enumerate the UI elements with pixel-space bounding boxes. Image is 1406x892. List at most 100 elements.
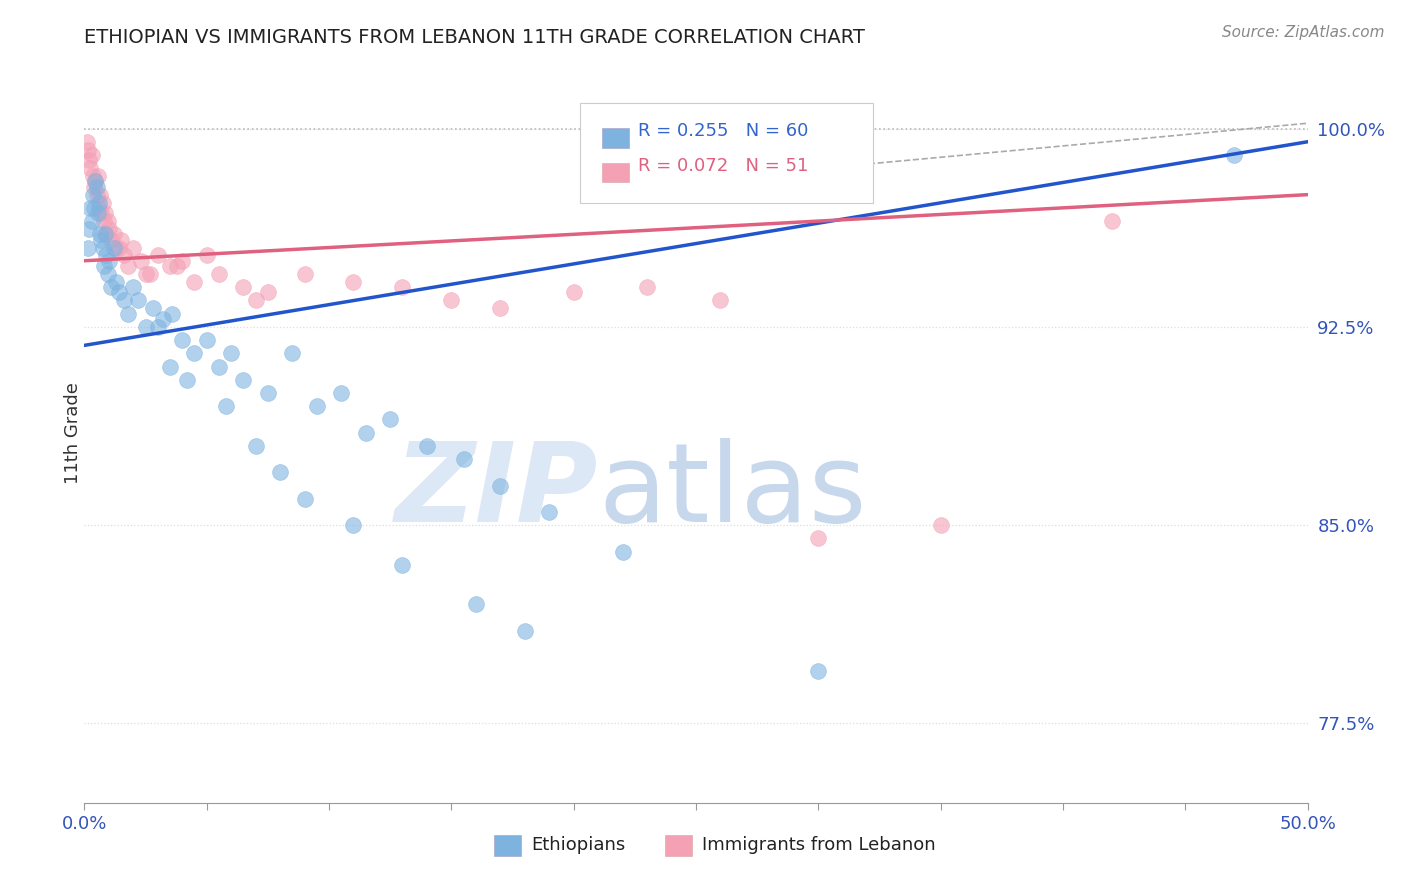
Point	[330, 386, 353, 401]
Point	[79, 201, 101, 215]
Point	[162, 307, 184, 321]
Point	[79, 161, 101, 176]
Point	[103, 240, 125, 254]
Point	[80, 214, 103, 228]
Point	[105, 275, 128, 289]
Point	[807, 532, 830, 546]
Point	[166, 259, 188, 273]
Point	[208, 267, 231, 281]
Point	[257, 285, 280, 300]
Point	[807, 664, 830, 678]
Point	[112, 293, 135, 308]
Point	[94, 227, 117, 242]
Point	[135, 319, 157, 334]
Point	[195, 248, 218, 262]
Point	[159, 359, 181, 374]
FancyBboxPatch shape	[494, 836, 522, 856]
Point	[232, 280, 254, 294]
Point	[91, 240, 114, 254]
Point	[107, 240, 129, 254]
Point	[87, 169, 110, 183]
Point	[91, 195, 114, 210]
Point	[110, 233, 132, 247]
Point	[86, 179, 108, 194]
Point	[100, 233, 122, 247]
Point	[112, 248, 135, 262]
Point	[489, 301, 512, 316]
Point	[76, 135, 98, 149]
Point	[82, 187, 104, 202]
Point	[127, 293, 149, 308]
Point	[142, 301, 165, 316]
Point	[176, 373, 198, 387]
Point	[77, 143, 100, 157]
Point	[107, 285, 129, 300]
Point	[87, 201, 110, 215]
Text: R = 0.255   N = 60: R = 0.255 N = 60	[638, 121, 808, 139]
Point	[105, 240, 128, 254]
Point	[96, 248, 118, 262]
Point	[77, 153, 100, 168]
Point	[146, 248, 169, 262]
Point	[232, 373, 254, 387]
Point	[245, 439, 267, 453]
Point	[440, 293, 463, 308]
Point	[391, 558, 413, 572]
Point	[122, 280, 145, 294]
Text: ETHIOPIAN VS IMMIGRANTS FROM LEBANON 11TH GRADE CORRELATION CHART: ETHIOPIAN VS IMMIGRANTS FROM LEBANON 11T…	[84, 28, 865, 47]
Point	[83, 179, 105, 194]
Point	[93, 214, 115, 228]
Point	[305, 399, 328, 413]
Text: atlas: atlas	[598, 438, 866, 545]
FancyBboxPatch shape	[665, 836, 692, 856]
FancyBboxPatch shape	[602, 128, 628, 147]
Point	[709, 293, 731, 308]
Text: Source: ZipAtlas.com: Source: ZipAtlas.com	[1222, 25, 1385, 40]
Point	[208, 359, 231, 374]
Point	[183, 275, 205, 289]
Point	[96, 227, 118, 242]
Point	[87, 206, 110, 220]
Point	[342, 275, 364, 289]
Point	[146, 319, 169, 334]
Point	[294, 491, 316, 506]
Point	[97, 214, 120, 228]
FancyBboxPatch shape	[579, 103, 873, 203]
Point	[929, 518, 952, 533]
Y-axis label: 11th Grade: 11th Grade	[65, 382, 82, 483]
Point	[103, 227, 125, 242]
Point	[82, 169, 104, 183]
Text: R = 0.072   N = 51: R = 0.072 N = 51	[638, 157, 808, 175]
Point	[90, 206, 112, 220]
Point	[464, 598, 486, 612]
Point	[172, 253, 194, 268]
Point	[84, 174, 107, 188]
Point	[100, 280, 122, 294]
Point	[139, 267, 162, 281]
Point	[453, 452, 475, 467]
Point	[219, 346, 242, 360]
Point	[354, 425, 377, 440]
Point	[172, 333, 194, 347]
Point	[77, 222, 100, 236]
Point	[89, 227, 111, 242]
Point	[117, 259, 139, 273]
Text: ZIP: ZIP	[395, 438, 598, 545]
Point	[294, 267, 316, 281]
Point	[1223, 148, 1246, 162]
Point	[281, 346, 304, 360]
Point	[269, 465, 291, 479]
Point	[513, 624, 536, 638]
Point	[245, 293, 267, 308]
Point	[129, 253, 152, 268]
Point	[97, 222, 120, 236]
Point	[93, 259, 115, 273]
Point	[122, 240, 145, 254]
Point	[195, 333, 218, 347]
Point	[342, 518, 364, 533]
Point	[117, 307, 139, 321]
Point	[94, 206, 117, 220]
Point	[80, 148, 103, 162]
Point	[84, 174, 107, 188]
Point	[636, 280, 658, 294]
